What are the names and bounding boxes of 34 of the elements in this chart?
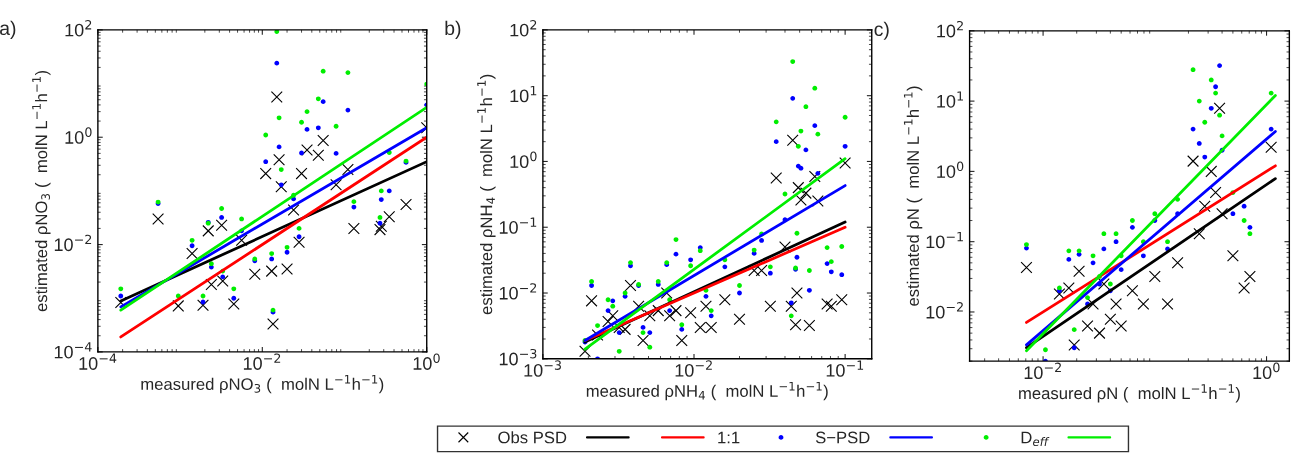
chart-title: c) bbox=[874, 21, 889, 40]
x-axis-title: measured ρN ( molN L$^{−1}$h$^{−1}$) bbox=[1019, 384, 1240, 403]
y-tick-label: 10$^{0}$ bbox=[937, 161, 964, 178]
y-tick-label: 10$^{2}$ bbox=[937, 20, 963, 38]
y-tick-label: 10$^{1}$ bbox=[510, 85, 537, 103]
chart-title: b) bbox=[445, 20, 461, 39]
y-tick-label: 10$^{−2}$ bbox=[499, 283, 537, 300]
legend-label: D$_{eff}$ bbox=[1021, 431, 1050, 447]
x-axis-title: measured ρNO$_{3}$ ( molN L$^{−1}$h$^{−1}$) bbox=[141, 374, 384, 394]
legend-label: 1:1 bbox=[718, 431, 740, 444]
x-tick-label: 10$^{−2}$ bbox=[243, 353, 281, 370]
y-tick-label: 10$^{−1}$ bbox=[926, 231, 963, 249]
chart-title: a) bbox=[0, 20, 16, 39]
legend-label: S−PSD bbox=[815, 431, 870, 444]
x-tick-label: 10$^{0}$ bbox=[1253, 362, 1280, 380]
x-tick-label: 10$^{−1}$ bbox=[826, 360, 864, 377]
y-tick-label: 10$^{−2}$ bbox=[54, 234, 92, 252]
x-tick-label: 10$^{−3}$ bbox=[524, 360, 561, 377]
y-tick-label: 10$^{0}$ bbox=[65, 127, 92, 144]
y-tick-label: 10$^{0}$ bbox=[510, 151, 537, 169]
y-tick-label: 10$^{−1}$ bbox=[499, 217, 537, 234]
y-tick-label: 10$^{2}$ bbox=[510, 20, 537, 37]
x-tick-label: 10$^{−2}$ bbox=[1024, 362, 1061, 380]
x-tick-label: 10$^{−4}$ bbox=[79, 353, 117, 370]
y-axis-title: estimated ρN ( molN L$^{−1}$h$^{−1}$) bbox=[903, 86, 923, 306]
legend-label: Obs PSD bbox=[498, 431, 567, 444]
y-tick-label: 10$^{−2}$ bbox=[926, 302, 963, 319]
x-tick-label: 10$^{−2}$ bbox=[675, 360, 712, 377]
y-axis-title: estimated ρNH$_{4}$ ( molN L$^{−1}$h$^{−1}$) bbox=[477, 74, 496, 315]
x-tick-label: 10$^{0}$ bbox=[413, 353, 440, 370]
x-axis-title: measured ρNH$_{4}$ ( molN L$^{−1}$h$^{−1}$) bbox=[586, 381, 828, 401]
y-tick-label: 10$^{1}$ bbox=[937, 91, 963, 108]
y-tick-label: 10$^{2}$ bbox=[65, 20, 92, 37]
y-axis-title: estimated ρNO$_{3}$ ( molN L$^{−1}$h$^{−1}$) bbox=[32, 70, 51, 312]
